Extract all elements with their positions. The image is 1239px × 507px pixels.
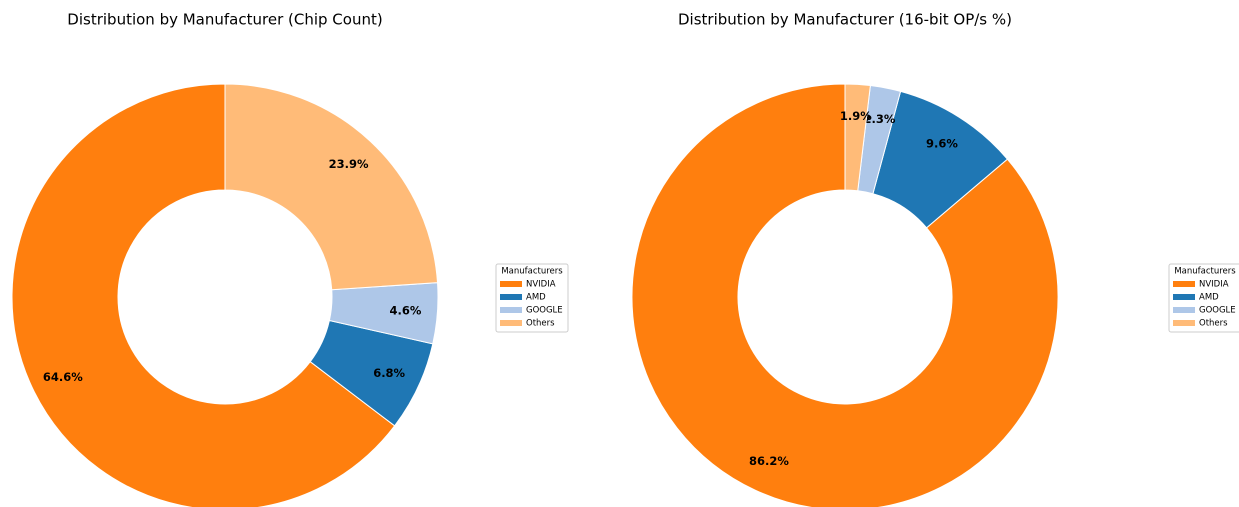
legend-label: Others — [1199, 319, 1228, 329]
legend-swatch — [500, 320, 522, 326]
slice-label: 1.9% — [840, 109, 872, 123]
slice-label: 64.6% — [43, 370, 83, 384]
legend-title: Manufacturers — [1174, 267, 1236, 277]
legend-swatch — [1173, 281, 1195, 287]
slice-label: 4.6% — [390, 303, 422, 317]
legend-swatch — [1173, 294, 1195, 300]
legend-swatch — [500, 281, 522, 287]
legend-label: AMD — [1199, 293, 1219, 303]
legend-label: NVIDIA — [526, 280, 556, 290]
legend-label: AMD — [526, 293, 546, 303]
slice-label: 9.6% — [926, 137, 958, 151]
legend-swatch — [500, 307, 522, 313]
slice-label: 6.8% — [373, 366, 405, 380]
legend-label: GOOGLE — [1199, 306, 1236, 316]
legend-label: Others — [526, 319, 555, 329]
legend-label: GOOGLE — [526, 306, 563, 316]
legend-title: Manufacturers — [501, 267, 563, 277]
legend-swatch — [1173, 307, 1195, 313]
donut-slice — [631, 83, 1059, 507]
donut-slice — [844, 83, 871, 192]
slice-label: 2.3% — [864, 112, 896, 126]
donut-slice — [224, 83, 439, 291]
legend-swatch — [1173, 320, 1195, 326]
legend-label: NVIDIA — [1199, 280, 1229, 290]
chart-title: Distribution by Manufacturer (Chip Count… — [67, 11, 382, 29]
chart-title: Distribution by Manufacturer (16-bit OP/… — [678, 11, 1012, 29]
slice-label: 23.9% — [329, 157, 369, 171]
slice-label: 86.2% — [749, 454, 789, 468]
legend-swatch — [500, 294, 522, 300]
donut-slice — [11, 83, 396, 507]
